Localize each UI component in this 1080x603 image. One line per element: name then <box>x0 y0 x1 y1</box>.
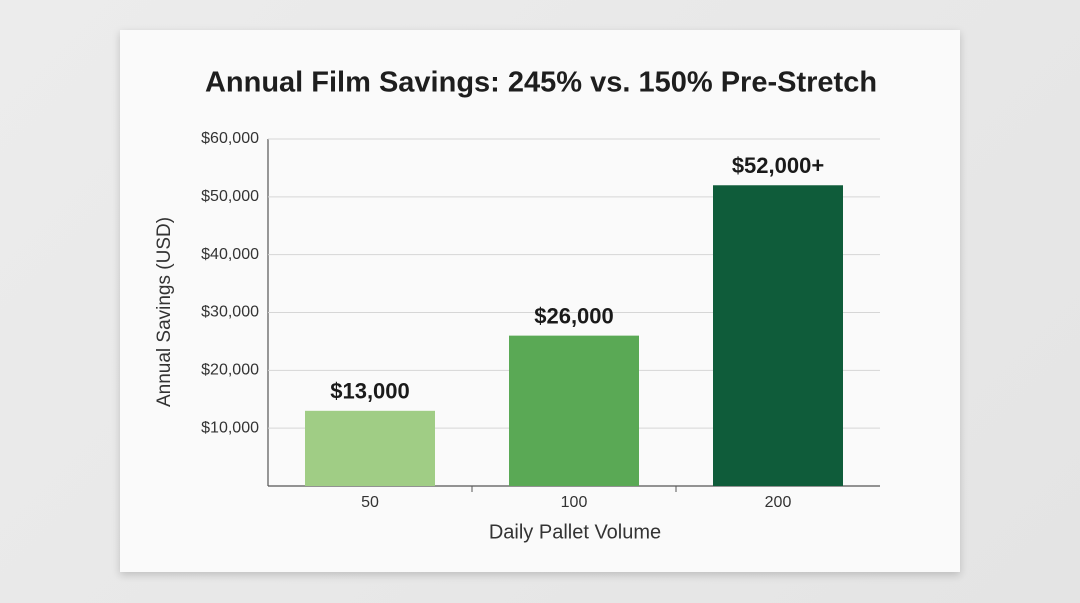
value-label: $26,000 <box>534 303 614 328</box>
value-label: $52,000+ <box>732 153 824 178</box>
y-tick-label: $10,000 <box>201 419 259 436</box>
y-tick-label: $40,000 <box>201 246 259 263</box>
y-tick-label: $50,000 <box>201 188 259 205</box>
y-tick-label: $60,000 <box>201 130 259 147</box>
value-label: $13,000 <box>330 379 410 404</box>
y-tick-label: $30,000 <box>201 304 259 321</box>
x-axis-label: Daily Pallet Volume <box>489 521 661 543</box>
x-tick-label: 100 <box>561 494 588 511</box>
bar <box>713 185 843 486</box>
bar <box>305 410 435 486</box>
chart-title: Annual Film Savings: 245% vs. 150% Pre-S… <box>205 67 877 99</box>
x-tick-label: 50 <box>361 494 379 511</box>
y-tick-label: $20,000 <box>201 362 259 379</box>
x-tick-label: 200 <box>765 494 792 511</box>
bar <box>509 335 639 486</box>
y-axis-label: Annual Savings (USD) <box>154 217 175 407</box>
